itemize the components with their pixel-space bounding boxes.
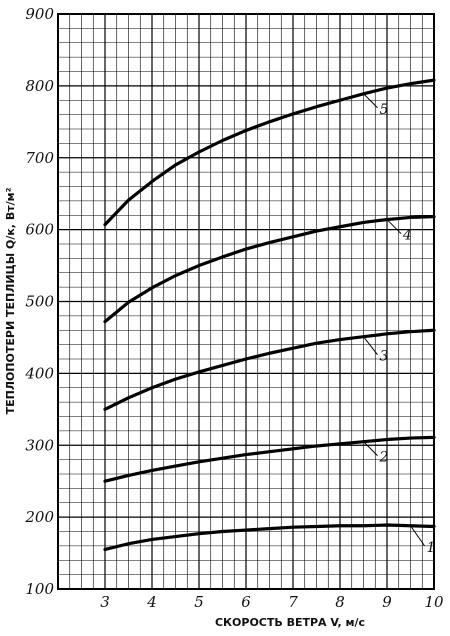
curve-label: 4 <box>402 228 412 244</box>
x-tick-label: 7 <box>288 593 298 611</box>
x-tick-label: 5 <box>194 593 204 611</box>
y-tick-label: 200 <box>24 508 54 526</box>
curve-label-leader <box>386 219 402 234</box>
curve-label: 1 <box>427 540 436 556</box>
y-axis-title: ТЕПЛОПОТЕРИ ТЕПЛИЦЫ Q/к, Вт/м² <box>4 187 17 414</box>
curve-label: 5 <box>380 102 389 118</box>
y-tick-label: 700 <box>25 149 54 167</box>
curve-label-leader <box>410 525 425 547</box>
y-tick-label: 400 <box>24 364 54 382</box>
x-tick-label: 8 <box>335 593 345 611</box>
y-tick-label: 500 <box>25 293 54 311</box>
curve-label: 3 <box>380 349 389 365</box>
curves: 1 2 3 4 5 <box>103 78 436 556</box>
curve-label-leader <box>363 336 378 356</box>
curve-4 <box>103 215 436 324</box>
x-tick-label: 3 <box>100 593 110 611</box>
y-tick-label: 900 <box>25 5 54 23</box>
curve-1 <box>103 523 436 552</box>
y-tick-label: 300 <box>25 436 54 454</box>
x-tick-label: 4 <box>146 593 157 611</box>
y-tick-label: 800 <box>25 77 54 95</box>
curve-label-leader <box>363 93 378 109</box>
x-axis-title: СКОРОСТЬ ВЕТРА V, м/с <box>215 616 365 629</box>
y-tick-label: 600 <box>25 221 54 239</box>
curve-2 <box>103 435 436 483</box>
x-tick-label: 6 <box>241 593 251 611</box>
curve-5 <box>103 78 436 227</box>
curve-label: 2 <box>379 450 389 466</box>
y-tick-labels: 100 200 300 400 500 600 700 800 900 <box>24 5 54 598</box>
plot-frame <box>57 13 435 590</box>
x-tick-label: 10 <box>424 593 444 611</box>
y-tick-label: 100 <box>25 580 54 598</box>
x-tick-label: 9 <box>382 593 392 611</box>
curve-label-leader <box>363 441 378 457</box>
curve-3 <box>103 328 436 411</box>
x-tick-labels: 3 4 5 6 7 8 9 10 <box>100 593 444 611</box>
